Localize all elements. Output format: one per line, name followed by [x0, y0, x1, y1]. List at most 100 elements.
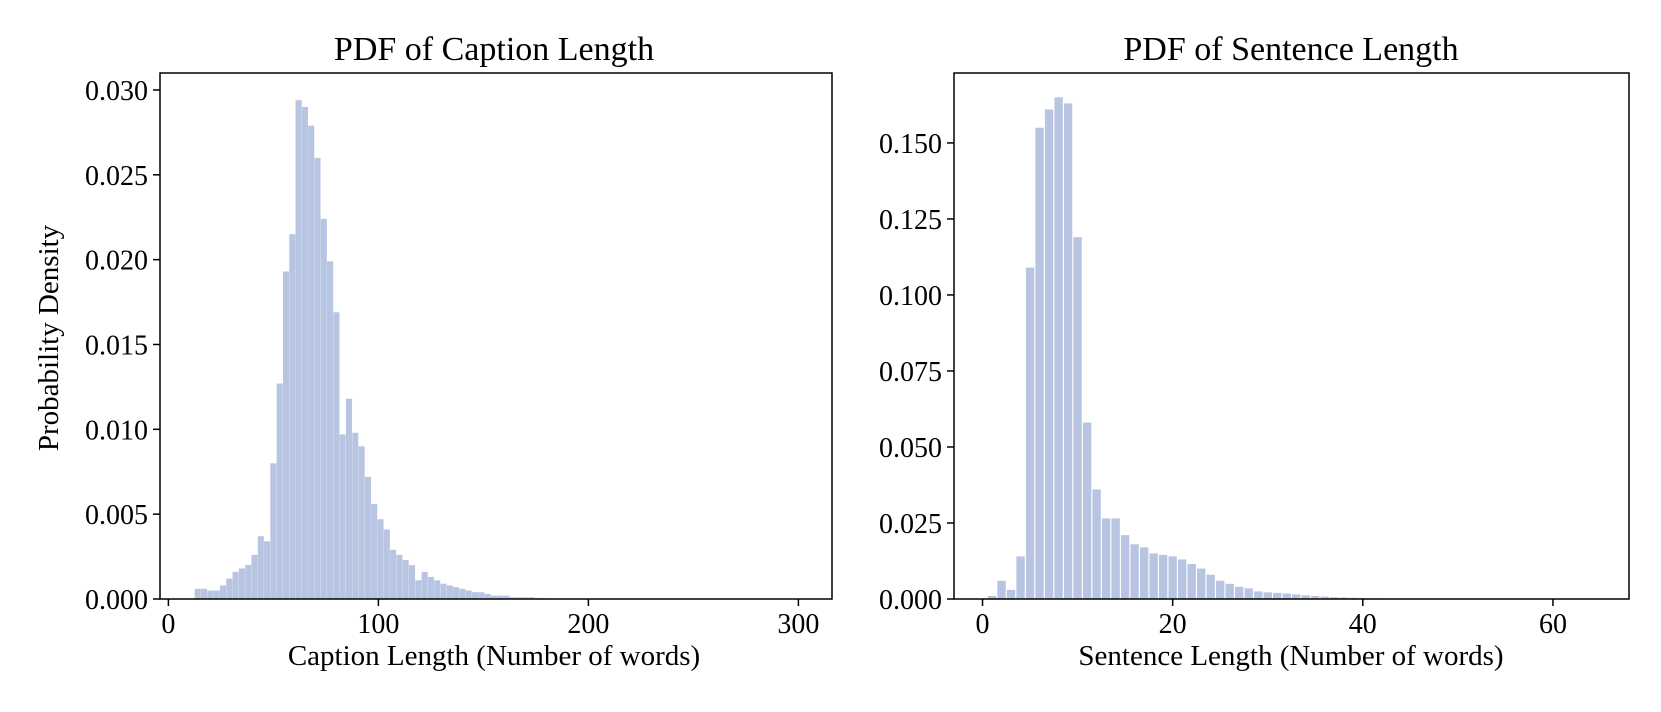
bar: [453, 587, 460, 599]
y-tick-label: 0.010: [85, 415, 148, 446]
bar: [987, 595, 997, 599]
x-tick-label: 200: [567, 609, 609, 640]
bar: [1206, 574, 1215, 599]
bar: [459, 588, 466, 599]
bar: [440, 583, 447, 599]
y-tick-label: 0.030: [85, 76, 148, 107]
bar: [1111, 518, 1120, 599]
bar: [446, 585, 453, 599]
y-tick-label: 0.100: [879, 281, 942, 312]
bar: [345, 398, 353, 599]
bar: [1339, 597, 1348, 599]
bar: [213, 590, 220, 599]
bar: [276, 383, 283, 599]
bar: [1130, 544, 1139, 599]
y-tick-label: 0.000: [85, 585, 148, 616]
chart-title: PDF of Caption Length: [334, 31, 654, 68]
bar: [465, 590, 472, 599]
bar: [352, 432, 359, 599]
bar: [427, 576, 434, 599]
y-tick-label: 0.125: [879, 205, 942, 236]
bar: [497, 595, 504, 599]
bar: [1082, 422, 1092, 599]
bar: [1149, 553, 1158, 599]
bar: [1139, 547, 1149, 599]
bar: [478, 592, 485, 599]
bar: [1197, 568, 1206, 599]
x-tick-label: 20: [1159, 609, 1187, 640]
bar: [1320, 596, 1329, 599]
bar: [257, 536, 264, 599]
bar: [245, 565, 252, 599]
bar: [1025, 267, 1035, 599]
bar: [1244, 588, 1253, 599]
y-tick-label: 0.020: [85, 246, 148, 277]
bar: [371, 503, 378, 599]
y-ticks: 0.000 0.005 0.010 0.015 0.020 0.025 0.030: [85, 76, 160, 616]
bar: [390, 549, 397, 599]
x-tick-label: 0: [161, 609, 175, 640]
bar: [1263, 592, 1272, 599]
x-tick-label: 40: [1349, 609, 1377, 640]
bar: [226, 578, 233, 599]
bar: [194, 588, 201, 599]
plot-frame: [159, 72, 833, 600]
bar: [358, 446, 365, 599]
bar: [333, 312, 340, 599]
y-ticks: 0.000 0.025 0.050 0.075 0.100 0.125 0.150: [879, 129, 954, 616]
y-tick-label: 0.015: [85, 330, 148, 361]
bar: [301, 106, 308, 599]
x-axis-label: Caption Length (Number of words): [288, 640, 700, 672]
bar: [1301, 595, 1310, 599]
bar: [1044, 109, 1054, 600]
y-tick-label: 0.025: [879, 509, 942, 540]
bar: [1006, 589, 1016, 599]
bar: [415, 580, 422, 599]
bar: [1187, 564, 1196, 599]
chart-title: PDF of Sentence Length: [1123, 31, 1458, 68]
bar: [1101, 518, 1111, 599]
bar: [377, 519, 384, 599]
bar: [264, 541, 271, 599]
bar: [421, 571, 428, 599]
bar: [396, 554, 403, 599]
bar: [327, 261, 334, 599]
bar: [1330, 597, 1339, 599]
bar: [270, 463, 277, 599]
bar: [490, 595, 497, 599]
bar: [295, 100, 302, 600]
bar: [1063, 103, 1073, 599]
bar: [471, 592, 479, 599]
bars-layer: [194, 100, 560, 600]
bar: [528, 597, 535, 599]
y-tick-label: 0.005: [85, 500, 148, 531]
bar: [314, 157, 321, 599]
bars-layer: [987, 97, 1415, 600]
x-tick-label: 60: [1539, 609, 1567, 640]
bar: [1254, 591, 1263, 599]
bar: [219, 585, 227, 599]
x-tick-label: 300: [777, 609, 819, 640]
bar: [1292, 594, 1301, 599]
bar: [1073, 237, 1082, 599]
bar: [1120, 535, 1130, 599]
bar: [509, 597, 516, 599]
bar: [1225, 583, 1234, 599]
bar: [1054, 97, 1063, 599]
y-tick-label: 0.000: [879, 585, 942, 616]
bar: [408, 565, 416, 599]
bar: [320, 218, 327, 599]
bar: [997, 580, 1006, 599]
bar: [1282, 593, 1291, 599]
sentence-length-chart: PDF of Sentence Length 0 20 40 60 0.000 0.02…: [879, 31, 1630, 672]
bar: [522, 597, 529, 599]
bar: [516, 597, 523, 599]
x-axis-label: Sentence Length (Number of words): [1078, 640, 1503, 672]
bar: [484, 593, 491, 599]
bar: [207, 590, 214, 599]
y-tick-label: 0.050: [879, 433, 942, 464]
bar: [232, 571, 239, 599]
y-tick-label: 0.025: [85, 161, 148, 192]
x-ticks: 0 100 200 300: [161, 599, 819, 640]
y-axis-label: Probability Density: [33, 224, 65, 451]
